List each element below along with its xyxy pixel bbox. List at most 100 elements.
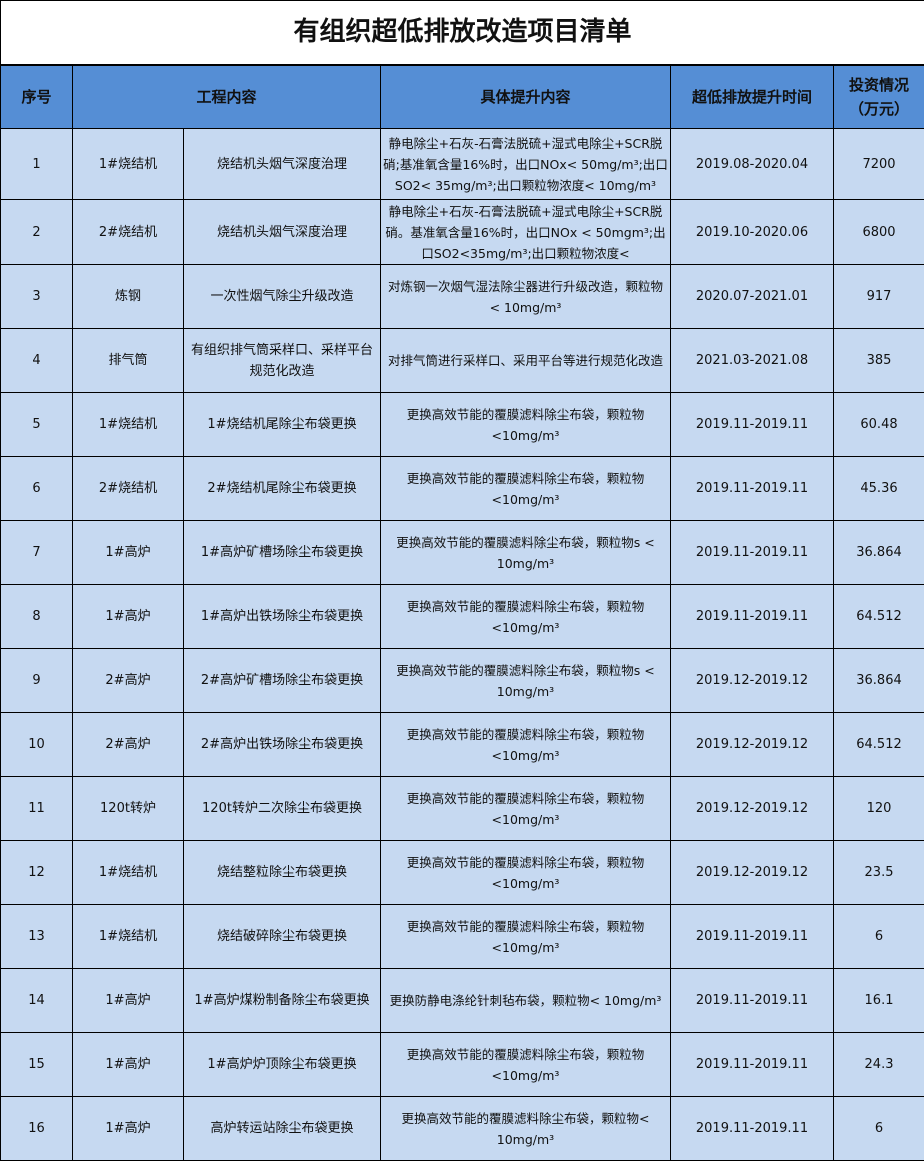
cell-project: 高炉转运站除尘布袋更换: [183, 1096, 381, 1161]
table-row: 12 1#烧结机 烧结整粒除尘布袋更换 更换高效节能的覆膜滤料除尘布袋，颗粒物<10m…: [0, 840, 924, 905]
cell-index: 5: [0, 392, 73, 457]
cell-project: 1#烧结机尾除尘布袋更换: [183, 392, 381, 457]
cell-project: 1#高炉出铁场除尘布袋更换: [183, 584, 381, 649]
cell-investment: 16.1: [832, 968, 924, 1033]
cell-time: 2019.11-2019.11: [670, 392, 834, 457]
cell-time: 2019.11-2019.11: [670, 1096, 834, 1161]
cell-time: 2019.12-2019.12: [670, 712, 834, 777]
table-row: 11 120t转炉 120t转炉二次除尘布袋更换 更换高效节能的覆膜滤料除尘布袋，颗粒…: [0, 776, 924, 841]
cell-unit: 1#高炉: [72, 1032, 184, 1097]
cell-investment: 23.5: [832, 840, 924, 905]
cell-project: 2#高炉出铁场除尘布袋更换: [183, 712, 381, 777]
cell-index: 8: [0, 584, 73, 649]
cell-unit: 1#高炉: [72, 1096, 184, 1161]
table-row: 14 1#高炉 1#高炉煤粉制备除尘布袋更换 更换防静电涤纶针刺毡布袋，颗粒物< 10…: [0, 968, 924, 1033]
cell-detail: 更换高效节能的覆膜滤料除尘布袋，颗粒物s < 10mg/m³: [380, 648, 671, 713]
cell-investment: 64.512: [832, 584, 924, 649]
cell-detail: 更换高效节能的覆膜滤料除尘布袋，颗粒物<10mg/m³: [380, 584, 671, 649]
cell-index: 14: [0, 968, 73, 1033]
cell-project: 120t转炉二次除尘布袋更换: [183, 776, 381, 841]
cell-index: 2: [0, 199, 73, 265]
header-project: 工程内容: [72, 64, 381, 129]
table-row: 10 2#高炉 2#高炉出铁场除尘布袋更换 更换高效节能的覆膜滤料除尘布袋，颗粒物<1…: [0, 712, 924, 777]
cell-index: 11: [0, 776, 73, 841]
table-row: 3 炼钢 一次性烟气除尘升级改造 对炼钢一次烟气湿法除尘器进行升级改造，颗粒物< 10…: [0, 264, 924, 329]
cell-unit: 2#烧结机: [72, 199, 184, 265]
header-detail: 具体提升内容: [380, 64, 671, 129]
cell-unit: 2#高炉: [72, 648, 184, 713]
cell-unit: 1#烧结机: [72, 840, 184, 905]
cell-detail: 更换高效节能的覆膜滤料除尘布袋，颗粒物s < 10mg/m³: [380, 520, 671, 585]
cell-unit: 1#高炉: [72, 968, 184, 1033]
cell-unit: 2#高炉: [72, 712, 184, 777]
cell-investment: 120: [832, 776, 924, 841]
cell-unit: 1#烧结机: [72, 392, 184, 457]
table-row: 15 1#高炉 1#高炉炉顶除尘布袋更换 更换高效节能的覆膜滤料除尘布袋，颗粒物<10…: [0, 1032, 924, 1097]
table-row: 1 1#烧结机 烧结机头烟气深度治理 静电除尘+石灰-石膏法脱硫+湿式电除尘+SCR脱…: [0, 128, 924, 200]
cell-detail: 更换高效节能的覆膜滤料除尘布袋，颗粒物<10mg/m³: [380, 456, 671, 521]
cell-time: 2019.12-2019.12: [670, 776, 834, 841]
cell-detail: 更换高效节能的覆膜滤料除尘布袋，颗粒物< 10mg/m³: [380, 1096, 671, 1161]
cell-project: 一次性烟气除尘升级改造: [183, 264, 381, 329]
cell-time: 2019.10-2020.06: [670, 199, 834, 265]
cell-unit: 排气筒: [72, 328, 184, 393]
cell-unit: 2#烧结机: [72, 456, 184, 521]
table-row: 4 排气筒 有组织排气筒采样口、采样平台规范化改造 对排气筒进行采样口、采用平台等进行…: [0, 328, 924, 393]
cell-detail: 更换高效节能的覆膜滤料除尘布袋，颗粒物<10mg/m³: [380, 904, 671, 969]
cell-investment: 6800: [832, 199, 924, 265]
cell-time: 2019.08-2020.04: [670, 128, 834, 200]
cell-project: 2#高炉矿槽场除尘布袋更换: [183, 648, 381, 713]
cell-investment: 36.864: [832, 520, 924, 585]
cell-index: 16: [0, 1096, 73, 1161]
cell-project: 烧结机头烟气深度治理: [183, 128, 381, 200]
cell-unit: 1#高炉: [72, 520, 184, 585]
cell-time: 2019.11-2019.11: [670, 968, 834, 1033]
cell-detail: 更换防静电涤纶针刺毡布袋，颗粒物< 10mg/m³: [380, 968, 671, 1033]
cell-index: 9: [0, 648, 73, 713]
cell-time: 2019.11-2019.11: [670, 520, 834, 585]
header-index: 序号: [0, 64, 73, 129]
cell-investment: 6: [832, 1096, 924, 1161]
cell-time: 2019.12-2019.12: [670, 840, 834, 905]
table-row: 9 2#高炉 2#高炉矿槽场除尘布袋更换 更换高效节能的覆膜滤料除尘布袋，颗粒物s <…: [0, 648, 924, 713]
cell-project: 1#高炉炉顶除尘布袋更换: [183, 1032, 381, 1097]
cell-index: 6: [0, 456, 73, 521]
cell-investment: 6: [832, 904, 924, 969]
cell-detail: 更换高效节能的覆膜滤料除尘布袋，颗粒物<10mg/m³: [380, 840, 671, 905]
cell-project: 1#高炉矿槽场除尘布袋更换: [183, 520, 381, 585]
cell-project: 烧结机头烟气深度治理: [183, 199, 381, 265]
cell-investment: 385: [832, 328, 924, 393]
cell-index: 3: [0, 264, 73, 329]
cell-project: 烧结整粒除尘布袋更换: [183, 840, 381, 905]
table-row: 16 1#高炉 高炉转运站除尘布袋更换 更换高效节能的覆膜滤料除尘布袋，颗粒物< 10…: [0, 1096, 924, 1161]
cell-unit: 1#高炉: [72, 584, 184, 649]
cell-index: 7: [0, 520, 73, 585]
cell-investment: 45.36: [832, 456, 924, 521]
cell-detail: 静电除尘+石灰-石膏法脱硫+湿式电除尘+SCR脱硝。基准氧含量16%时，出口NO…: [380, 199, 671, 265]
cell-investment: 64.512: [832, 712, 924, 777]
cell-index: 13: [0, 904, 73, 969]
cell-investment: 60.48: [832, 392, 924, 457]
cell-index: 15: [0, 1032, 73, 1097]
table-row: 7 1#高炉 1#高炉矿槽场除尘布袋更换 更换高效节能的覆膜滤料除尘布袋，颗粒物s <…: [0, 520, 924, 585]
cell-detail: 更换高效节能的覆膜滤料除尘布袋，颗粒物<10mg/m³: [380, 1032, 671, 1097]
cell-index: 1: [0, 128, 73, 200]
table-row: 6 2#烧结机 2#烧结机尾除尘布袋更换 更换高效节能的覆膜滤料除尘布袋，颗粒物<10…: [0, 456, 924, 521]
cell-investment: 36.864: [832, 648, 924, 713]
cell-time: 2019.11-2019.11: [670, 1032, 834, 1097]
cell-project: 1#高炉煤粉制备除尘布袋更换: [183, 968, 381, 1033]
cell-detail: 对炼钢一次烟气湿法除尘器进行升级改造，颗粒物< 10mg/m³: [380, 264, 671, 329]
cell-time: 2019.12-2019.12: [670, 648, 834, 713]
cell-time: 2019.11-2019.11: [670, 456, 834, 521]
cell-detail: 更换高效节能的覆膜滤料除尘布袋，颗粒物<10mg/m³: [380, 712, 671, 777]
cell-unit: 120t转炉: [72, 776, 184, 841]
cell-project: 有组织排气筒采样口、采样平台规范化改造: [183, 328, 381, 393]
cell-detail: 更换高效节能的覆膜滤料除尘布袋，颗粒物<10mg/m³: [380, 392, 671, 457]
cell-detail: 更换高效节能的覆膜滤料除尘布袋，颗粒物<10mg/m³: [380, 776, 671, 841]
table-row: 8 1#高炉 1#高炉出铁场除尘布袋更换 更换高效节能的覆膜滤料除尘布袋，颗粒物<10…: [0, 584, 924, 649]
cell-time: 2019.11-2019.11: [670, 584, 834, 649]
cell-index: 4: [0, 328, 73, 393]
header-time: 超低排放提升时间: [670, 64, 834, 129]
cell-index: 12: [0, 840, 73, 905]
